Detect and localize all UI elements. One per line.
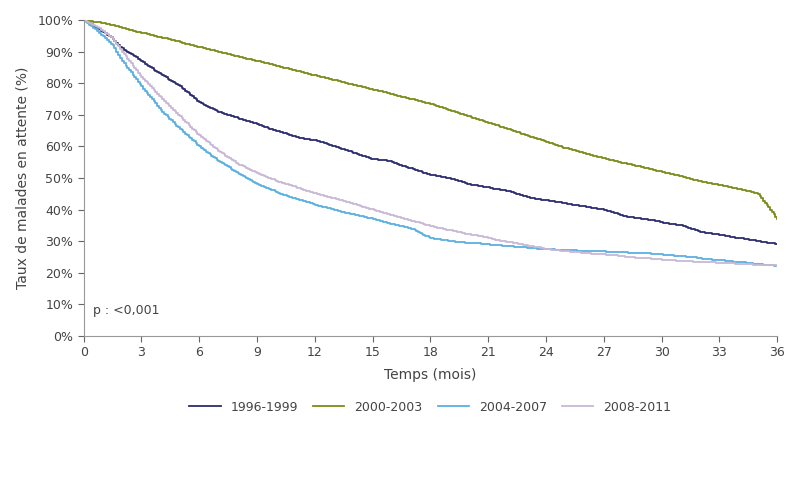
2000-2003 [580, 150, 590, 156]
Line: 1996-1999: 1996-1999 [84, 20, 777, 244]
2008-2011 [626, 254, 635, 260]
2004-2007 [682, 254, 691, 260]
2000-2003 [757, 195, 766, 201]
Text: p : <0,001: p : <0,001 [94, 304, 160, 317]
2004-2007 [626, 250, 635, 256]
1996-1999 [100, 31, 110, 37]
X-axis label: Temps (mois): Temps (mois) [384, 367, 477, 382]
2008-2011 [196, 134, 206, 140]
2004-2007 [100, 35, 110, 41]
Line: 2004-2007: 2004-2007 [84, 20, 777, 266]
2000-2003 [315, 74, 325, 80]
2000-2003 [333, 78, 342, 84]
Line: 2008-2011: 2008-2011 [84, 20, 777, 266]
2000-2003 [772, 216, 782, 222]
1996-1999 [79, 17, 89, 23]
2000-2003 [126, 27, 136, 33]
1996-1999 [626, 214, 635, 220]
1996-1999 [682, 224, 691, 230]
1996-1999 [196, 100, 206, 106]
2004-2007 [415, 230, 425, 236]
Line: 2000-2003: 2000-2003 [84, 20, 777, 219]
2004-2007 [79, 17, 89, 23]
2004-2007 [386, 221, 395, 226]
2000-2003 [669, 172, 678, 178]
2008-2011 [100, 30, 110, 36]
2008-2011 [386, 212, 395, 218]
2004-2007 [196, 145, 206, 151]
2008-2011 [772, 263, 782, 269]
1996-1999 [386, 159, 395, 164]
2000-2003 [79, 17, 89, 23]
Y-axis label: Taux de malades en attente (%): Taux de malades en attente (%) [15, 67, 29, 289]
2004-2007 [772, 263, 782, 269]
2008-2011 [682, 258, 691, 264]
1996-1999 [415, 168, 425, 174]
2008-2011 [415, 220, 425, 226]
2008-2011 [79, 17, 89, 23]
1996-1999 [772, 242, 782, 247]
Legend: 1996-1999, 2000-2003, 2004-2007, 2008-2011: 1996-1999, 2000-2003, 2004-2007, 2008-20… [185, 396, 676, 419]
